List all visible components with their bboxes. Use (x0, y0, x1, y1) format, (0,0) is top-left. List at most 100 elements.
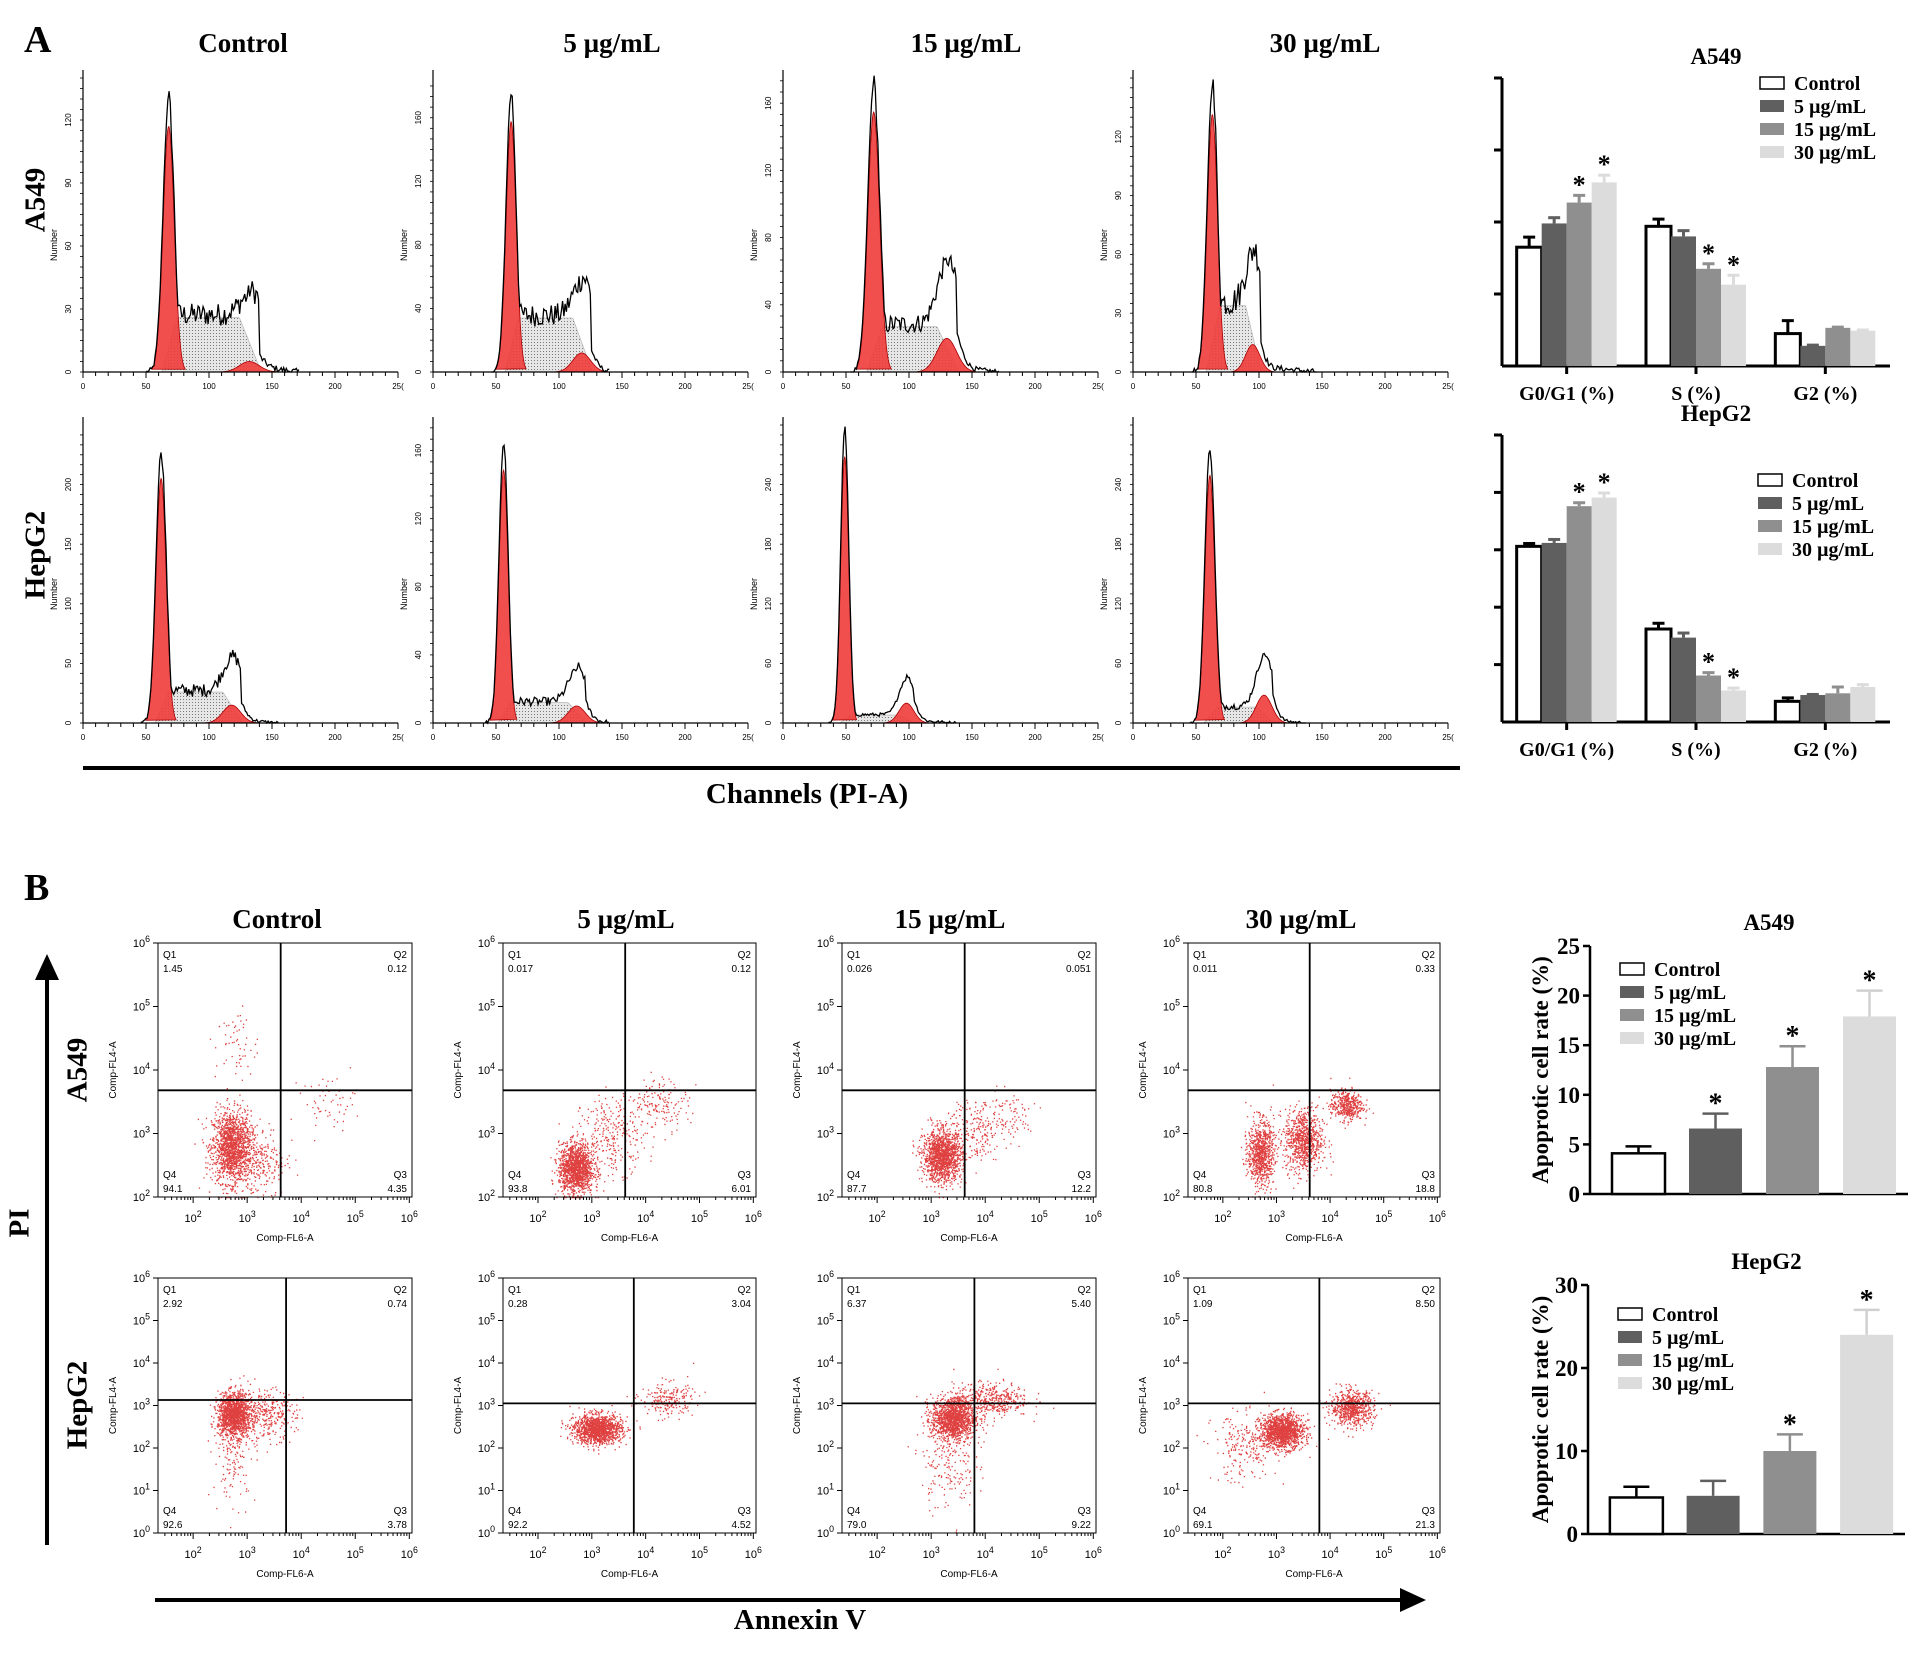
quadrant-q2-name: Q2 (1422, 1285, 1436, 1296)
x-axis-label: Comp-FL6-A (940, 1233, 998, 1244)
y-tick-label: 106 (478, 934, 495, 950)
y-tick-label: 102 (1163, 1439, 1180, 1455)
y-tick-label: 106 (133, 934, 150, 950)
quadrant-q2-value: 0.12 (732, 964, 752, 975)
legend-label: 15 µg/mL (1652, 1350, 1734, 1372)
x-tick-label: 100 (902, 382, 916, 391)
legend-swatch (1758, 520, 1782, 532)
x-tick-label: 104 (637, 1209, 654, 1225)
y-tick-label: 101 (817, 1482, 834, 1498)
x-tick-label: 150 (265, 733, 279, 742)
x-tick-label: 104 (1322, 1545, 1339, 1561)
y-axis-label: Number (399, 578, 409, 610)
y-tick-label: 0 (1567, 1522, 1579, 1547)
x-tick-label: 150 (965, 382, 979, 391)
quadrant-q4-value: 69.1 (1193, 1520, 1213, 1531)
quadrant-q1-value: 1.09 (1193, 1299, 1213, 1310)
x-tick-label: 106 (401, 1545, 418, 1561)
y-tick-label: 105 (133, 998, 150, 1014)
x-tick-label: 104 (1322, 1209, 1339, 1225)
x-tick-label: 102 (1214, 1545, 1231, 1561)
quadrant-q1-value: 0.017 (508, 964, 533, 975)
significance-mark: * (1786, 1021, 1800, 1052)
scatter-a549-1: Q1 0.017 Q2 0.12 Q4 93.8 Q3 6.01 102 103 104 105 106… (453, 934, 762, 1244)
x-tick-label: 50 (842, 382, 851, 391)
significance-mark: * (1863, 966, 1877, 997)
bar-5 µg/mL (1800, 345, 1826, 366)
y-axis-label: Comp-FL4-A (1138, 1041, 1149, 1099)
quadrant-q1-value: 0.011 (1193, 964, 1218, 975)
histogram-a549-1: 0 50 100 150 200 25(0 40 80 120 160 Number (399, 70, 754, 391)
x-tick-label: 103 (923, 1545, 940, 1561)
quadrant-q4-name: Q4 (508, 1170, 522, 1181)
y-tick-label: 0 (764, 720, 773, 725)
y-axis-label: Comp-FL4-A (453, 1041, 464, 1099)
quadrant-q2-name: Q2 (1078, 1285, 1092, 1296)
quadrant-q1-name: Q1 (508, 1285, 522, 1296)
y-tick-label: 101 (478, 1482, 495, 1498)
quadrant-q3-value: 9.22 (1072, 1520, 1092, 1531)
y-tick-label: 104 (478, 1061, 495, 1077)
bar-5 µg/mL (1671, 236, 1696, 366)
y-tick-label: 30 (1114, 308, 1123, 317)
quadrant-q1-name: Q1 (163, 1285, 177, 1296)
quadrant-q3-value: 3.78 (388, 1520, 408, 1531)
legend-label: 30 µg/mL (1792, 539, 1874, 561)
y-tick-label: 103 (133, 1125, 150, 1141)
legend-label: 5 µg/mL (1654, 982, 1726, 1004)
x-axis-label: Comp-FL6-A (601, 1233, 659, 1244)
y-axis-label: Number (749, 229, 759, 261)
x-tick-label: 105 (691, 1209, 708, 1225)
quadrant-q3-value: 12.2 (1072, 1184, 1092, 1195)
legend-swatch (1757, 473, 1783, 487)
bar-15 µg/mL (1825, 693, 1851, 722)
histogram-hepg2-2: 0 50 100 150 200 25(0 60 120 180 240 Number (749, 417, 1104, 742)
x-tick-label: 25( (742, 733, 754, 742)
y-axis-title: Apoprotic cell rate (%) (1528, 1296, 1553, 1524)
quadrant-q4-name: Q4 (163, 1506, 177, 1517)
channels-axis-line (83, 766, 1460, 770)
scatter-hepg2-3: Q1 1.09 Q2 8.50 Q4 69.1 Q3 21.3 102 103 104 105 106 C… (1138, 1269, 1446, 1580)
x-tick-label: 105 (1375, 1545, 1392, 1561)
legend-label: Control (1794, 73, 1861, 95)
y-tick-label: 100 (133, 1524, 150, 1540)
quadrant-q4-value: 93.8 (508, 1184, 528, 1195)
y-tick-label: 102 (133, 1439, 150, 1455)
significance-mark: * (1702, 239, 1715, 268)
legend-swatch (1759, 76, 1785, 90)
raw-histogram-line (484, 443, 610, 725)
plot-frame (1187, 942, 1441, 1198)
quadrant-q2-value: 3.04 (732, 1299, 752, 1310)
y-axis-label: Comp-FL4-A (108, 1041, 119, 1099)
bar-5 µg/mL (1541, 223, 1567, 366)
x-tick-label: 50 (492, 382, 501, 391)
legend-swatch (1620, 1009, 1644, 1021)
histogram-a549-2: 0 50 100 150 200 25(0 40 80 120 160 Number (749, 70, 1104, 391)
quadrant-q4-value: 79.0 (847, 1520, 867, 1531)
x-tick-label: 103 (239, 1545, 256, 1561)
x-tick-label: 102 (529, 1209, 546, 1225)
y-tick-label: 103 (1163, 1397, 1180, 1413)
significance-mark: * (1573, 478, 1586, 507)
y-tick-label: 102 (1163, 1188, 1180, 1204)
y-tick-label: 104 (817, 1061, 834, 1077)
legend-label: 5 µg/mL (1794, 96, 1866, 118)
bar-30 µg/mL (1591, 497, 1617, 722)
quadrant-q3-name: Q3 (738, 1506, 752, 1517)
y-tick-label: 10 (1555, 1439, 1578, 1464)
plot-frame (502, 1277, 757, 1534)
y-tick-label: 105 (817, 998, 834, 1014)
y-tick-label: 40 (414, 303, 423, 312)
bar-Control (1608, 1496, 1665, 1536)
x-axis-label: Comp-FL6-A (1285, 1569, 1343, 1580)
bar-30 µg/mL (1843, 1016, 1896, 1194)
bar-30 µg/mL (1721, 284, 1746, 366)
x-tick-label: 0 (1131, 733, 1136, 742)
quadrant-q2-name: Q2 (1078, 950, 1092, 961)
quadrant-q2-value: 0.051 (1066, 964, 1091, 975)
plot-frame (841, 942, 1097, 1198)
y-tick-label: 120 (764, 597, 773, 611)
x-tick-label: 200 (1378, 382, 1392, 391)
significance-mark: * (1783, 1409, 1797, 1440)
